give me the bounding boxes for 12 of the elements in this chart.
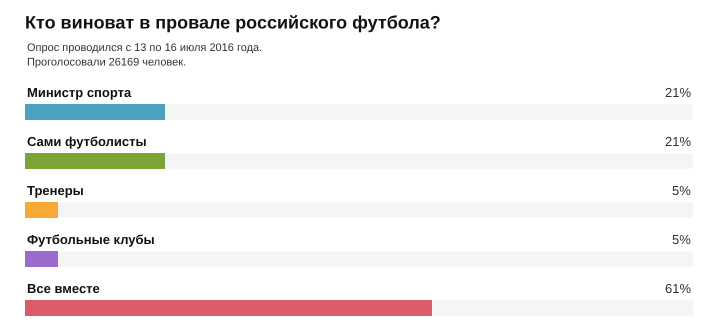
- y-tick-label: Тренеры: [27, 183, 84, 198]
- data-label: 5%: [672, 183, 692, 198]
- y-tick-label: Футбольные клубы: [27, 232, 155, 247]
- y-tick-label: Все вместе: [27, 281, 100, 296]
- chart-title: Кто виноват в провале российского футбола?: [25, 12, 441, 32]
- y-tick-label: Министр спорта: [27, 85, 132, 100]
- data-label: 61%: [665, 281, 692, 296]
- chart-subtitle: Опрос проводился с 13 по 16 июля 2016 года. Проголосовали 26169 человек.: [27, 42, 262, 68]
- data-label: 21%: [665, 134, 692, 149]
- data-label: 5%: [672, 232, 692, 247]
- y-tick-label: Сами футболисты: [27, 134, 147, 149]
- data-label: 21%: [665, 85, 692, 100]
